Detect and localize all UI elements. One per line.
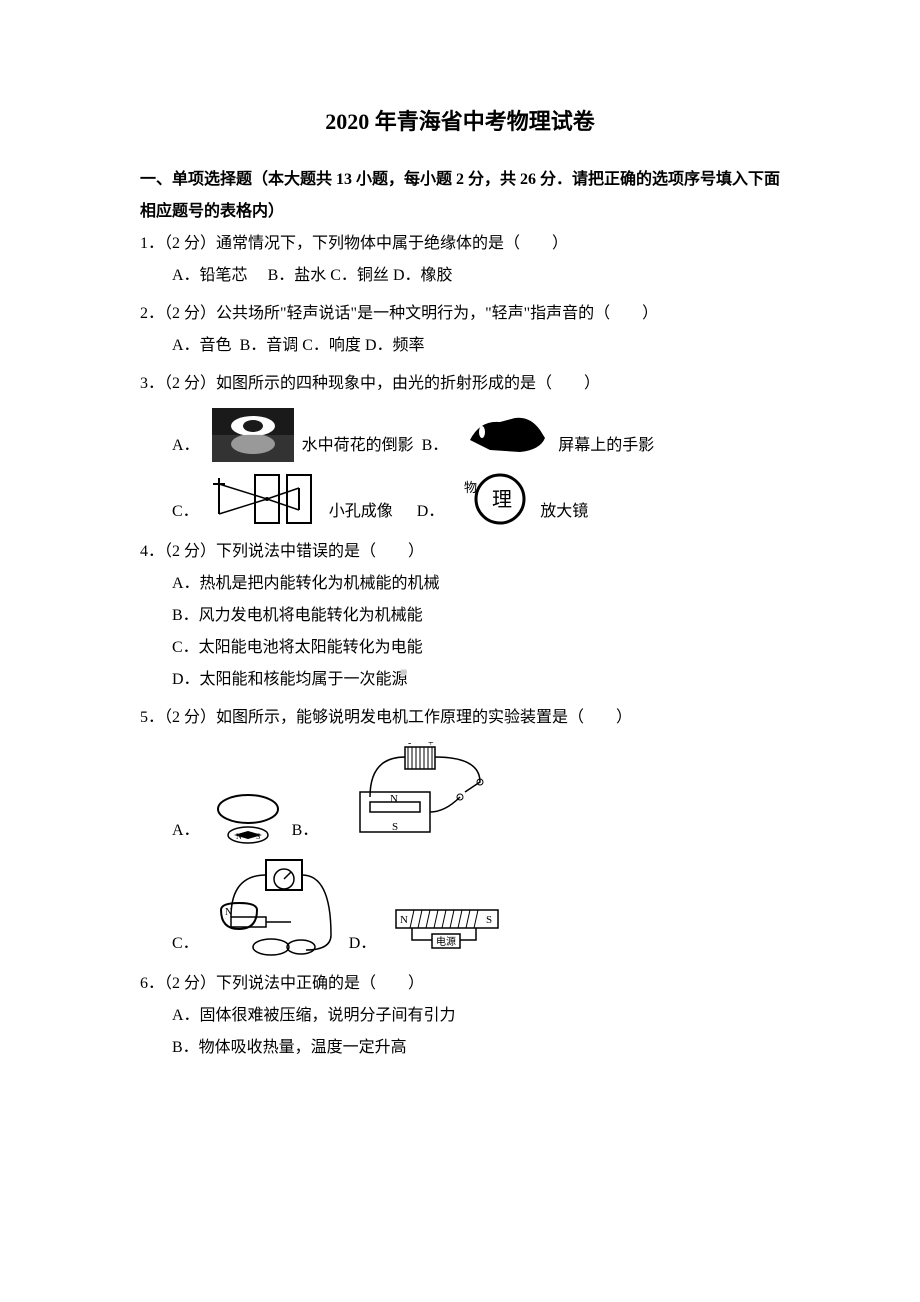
generator-circuit-image: N	[211, 855, 341, 960]
q3-d-text: 放大镜	[540, 496, 588, 528]
question-2: 2．（2 分）公共场所"轻声说话"是一种文明行为，"轻声"指声音的（ ） A．音…	[140, 298, 780, 362]
svg-text:N: N	[236, 832, 242, 841]
q6-option-b: B．物体吸收热量，温度一定升高	[140, 1032, 780, 1064]
svg-text:+: +	[428, 742, 434, 749]
q2-option-d: D．频率	[365, 337, 425, 354]
q2-text: 2．（2 分）公共场所"轻声说话"是一种文明行为，"轻声"指声音的（ ）	[140, 298, 780, 330]
q1-option-a: A．铅笔芯	[172, 267, 248, 284]
q3-a-label: A．	[172, 430, 200, 462]
q1-text: 1．（2 分）通常情况下，下列物体中属于绝缘体的是（ ）	[140, 228, 780, 260]
q5-a-label: A．	[172, 815, 200, 847]
q3-c-text: 小孔成像	[329, 496, 393, 528]
svg-text:S: S	[486, 914, 492, 926]
q1-option-d: D．橡胶	[393, 267, 453, 284]
svg-text:电源: 电源	[436, 935, 456, 948]
q2-option-b: B．音调	[240, 337, 299, 354]
svg-text:N: N	[400, 914, 408, 926]
q3-row2: C． 小孔成像 D． 物 理 放大镜	[140, 470, 780, 528]
q5-row2: C． N D． N S 电源	[140, 855, 780, 960]
q3-text: 3．（2 分）如图所示的四种现象中，由光的折射形成的是（ ）	[140, 368, 780, 400]
q4-option-d: D．太阳能和核能均属于一次能源	[140, 664, 780, 696]
q4-option-a: A．热机是把内能转化为机械能的机械	[140, 568, 780, 600]
q3-c-label: C．	[172, 496, 199, 528]
q3-b-label: B．	[422, 430, 449, 462]
q4-option-b: B．风力发电机将电能转化为机械能	[140, 600, 780, 632]
svg-text:理: 理	[492, 489, 512, 511]
question-1: 1．（2 分）通常情况下，下列物体中属于绝缘体的是（ ） A．铅笔芯 B．盐水 …	[140, 228, 780, 292]
q3-row1: A． 水中荷花的倒影 B． 屏幕上的手影	[140, 408, 780, 462]
q1-option-c: C．铜丝	[330, 267, 389, 284]
q4-text: 4．（2 分）下列说法中错误的是（ ）	[140, 536, 780, 568]
compass-image: N S	[212, 787, 284, 847]
svg-text:S: S	[256, 832, 260, 841]
q2-option-c: C．响度	[302, 337, 361, 354]
svg-text:-: -	[408, 742, 411, 749]
section-1-header: 一、单项选择题（本大题共 13 小题，每小题 2 分，共 26 分．请把正确的选…	[140, 164, 780, 228]
q4-option-c: C．太阳能电池将太阳能转化为电能	[140, 632, 780, 664]
page-title: 2020 年青海省中考物理试卷	[140, 100, 780, 144]
question-3: 3．（2 分）如图所示的四种现象中，由光的折射形成的是（ ） A． 水中荷花的倒…	[140, 368, 780, 528]
q1-option-b: B．盐水	[268, 267, 327, 284]
electromagnet-image: N S 电源	[388, 902, 506, 960]
q6-option-a: A．固体很难被压缩，说明分子间有引力	[140, 1000, 780, 1032]
magnifier-image: 物 理	[456, 470, 532, 528]
question-5: 5．（2 分）如图所示，能够说明发电机工作原理的实验装置是（ ） A． N S …	[140, 702, 780, 960]
motor-circuit-image: - + N S	[330, 742, 500, 847]
q5-row1: A． N S B． - + N S	[140, 742, 780, 847]
q6-text: 6．（2 分）下列说法中正确的是（ ）	[140, 968, 780, 1000]
svg-text:物: 物	[464, 480, 477, 495]
q3-a-text: 水中荷花的倒影	[302, 430, 414, 462]
q5-d-label: D．	[349, 928, 377, 960]
lotus-reflection-image	[212, 408, 294, 462]
q2-option-a: A．音色	[172, 337, 232, 354]
question-4: 4．（2 分）下列说法中错误的是（ ） A．热机是把内能转化为机械能的机械 B．…	[140, 536, 780, 696]
svg-text:N: N	[390, 793, 398, 805]
q3-d-label: D．	[417, 496, 445, 528]
q5-c-label: C．	[172, 928, 199, 960]
q1-options: A．铅笔芯 B．盐水 C．铜丝 D．橡胶	[140, 260, 780, 292]
q3-b-text: 屏幕上的手影	[558, 430, 654, 462]
question-6: 6．（2 分）下列说法中正确的是（ ） A．固体很难被压缩，说明分子间有引力 B…	[140, 968, 780, 1064]
pinhole-image	[211, 470, 321, 528]
q2-options: A．音色 B．音调 C．响度 D．频率	[140, 330, 780, 362]
q5-b-label: B．	[292, 815, 319, 847]
hand-shadow-image	[460, 410, 550, 462]
svg-text:S: S	[392, 821, 398, 833]
q5-text: 5．（2 分）如图所示，能够说明发电机工作原理的实验装置是（ ）	[140, 702, 780, 734]
